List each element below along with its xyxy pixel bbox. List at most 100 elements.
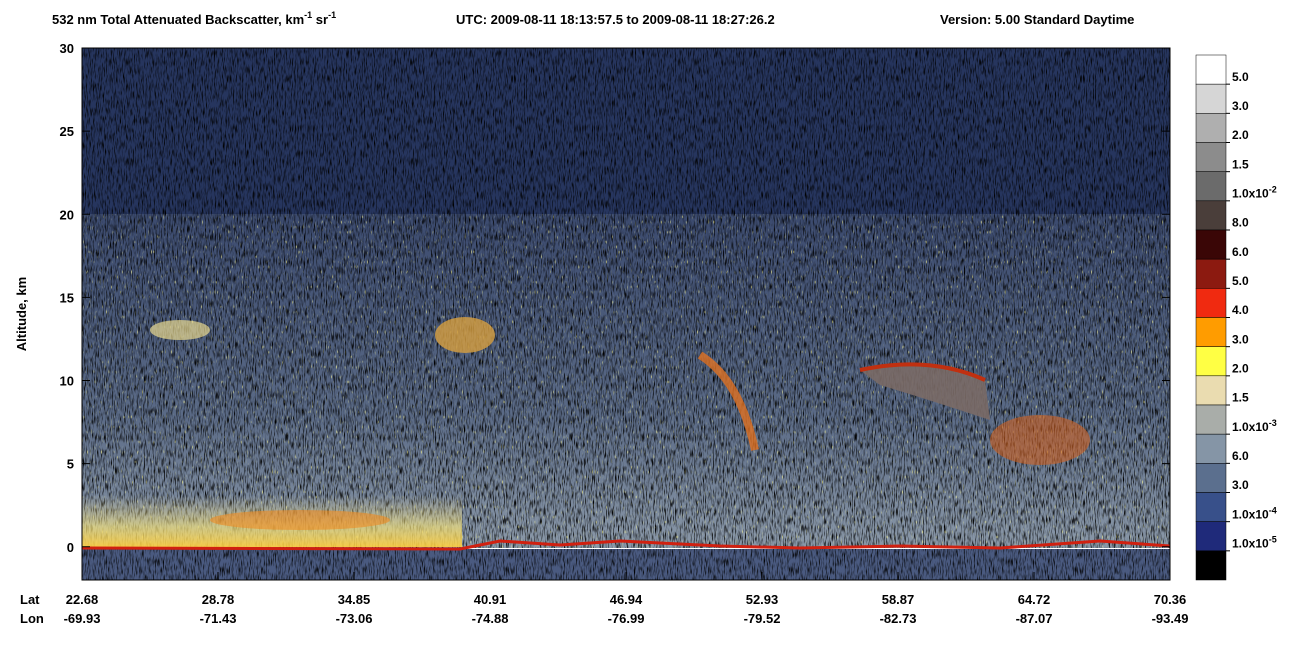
colorbar-label-text: 3.0 (1232, 332, 1249, 346)
lon-label: -93.49 (1152, 611, 1189, 626)
y-tick-label: 20 (60, 207, 74, 222)
cloud (150, 320, 210, 340)
colorbar-label: 1.5 (1232, 391, 1249, 405)
colorbar-swatch (1195, 463, 1227, 493)
colorbar-label-text: 1.0x10 (1232, 420, 1269, 434)
title-text: 532 nm Total Attenuated Backscatter, km (52, 12, 304, 27)
lon-label: -79.52 (744, 611, 781, 626)
colorbar-swatch (1195, 54, 1227, 85)
colorbar-swatch (1195, 142, 1227, 172)
y-tick-label: 5 (67, 457, 74, 472)
colorbar-swatch (1195, 433, 1227, 464)
colorbar-label-text: 2.0 (1232, 362, 1249, 376)
colorbar-swatch (1195, 83, 1227, 114)
speckle (82, 214, 1170, 548)
y-axis-label: Altitude, km (14, 277, 29, 351)
colorbar-label-text: 4.0 (1232, 303, 1249, 317)
colorbar-label-text: 6.0 (1232, 245, 1249, 259)
colorbar-label: 1.5 (1232, 157, 1249, 171)
cloud (859, 362, 986, 382)
colorbar-label: 1.0x10-4 (1232, 505, 1277, 521)
backscatter-field (82, 48, 1170, 580)
colorbar-label: 6.0 (1232, 245, 1249, 259)
lat-label: 34.85 (338, 592, 371, 607)
colorbar-label: 2.0 (1232, 128, 1249, 142)
lon-label: -69.93 (64, 611, 101, 626)
colorbar-label-text: 1.5 (1232, 157, 1249, 171)
lat-label: 28.78 (202, 592, 235, 607)
colorbar-swatch (1195, 113, 1227, 143)
colorbar-label-text: 5.0 (1232, 70, 1249, 84)
colorbar-label-text: 1.0x10 (1232, 507, 1269, 521)
x-row-label: Lon (20, 611, 44, 626)
lat-label: 40.91 (474, 592, 507, 607)
lon-label: -74.88 (472, 611, 509, 626)
colorbar-label: 3.0 (1232, 332, 1249, 346)
time-range: UTC: 2009-08-11 18:13:57.5 to 2009-08-11… (456, 12, 775, 27)
colorbar-label: 3.0 (1232, 478, 1249, 492)
lat-label: 58.87 (882, 592, 915, 607)
colorbar-label: 1.0x10-2 (1232, 185, 1277, 201)
colorbar-label-text: 1.0x10 (1232, 537, 1269, 551)
colorbar-swatch (1195, 550, 1227, 581)
colorbar-swatch (1195, 229, 1227, 260)
colorbar-label-exponent: -5 (1269, 535, 1277, 545)
colorbar-label: 3.0 (1232, 99, 1249, 113)
colorbar-swatch (1195, 375, 1227, 406)
aerosol (210, 510, 390, 530)
lon-label: -76.99 (608, 611, 645, 626)
colorbar-swatch (1195, 171, 1227, 202)
lon-label: -73.06 (336, 611, 373, 626)
chart-title: 532 nm Total Attenuated Backscatter, km-… (52, 10, 336, 27)
title-text: sr (312, 12, 328, 27)
colorbar-label-exponent: -4 (1269, 505, 1277, 515)
lon-label: -71.43 (200, 611, 237, 626)
surface-return (82, 539, 1170, 551)
colorbar-swatch (1195, 521, 1227, 552)
cloud (860, 364, 990, 420)
colorbar-label: 1.0x10-3 (1232, 418, 1277, 434)
y-tick-label: 0 (67, 540, 74, 555)
colorbar-label-text: 1.0x10 (1232, 187, 1269, 201)
y-tick-label: 15 (60, 290, 74, 305)
y-tick-label: 10 (60, 374, 74, 389)
colorbar-label-exponent: -3 (1269, 418, 1277, 428)
colorbar-label-text: 1.5 (1232, 391, 1249, 405)
colorbar-label-text: 3.0 (1232, 478, 1249, 492)
colorbar-label-text: 8.0 (1232, 216, 1249, 230)
lat-label: 64.72 (1018, 592, 1051, 607)
title-superscript: -1 (328, 10, 336, 20)
colorbar-label-text: 3.0 (1232, 99, 1249, 113)
colorbar-label: 6.0 (1232, 449, 1249, 463)
colorbar-label-text: 6.0 (1232, 449, 1249, 463)
colorbar-swatch (1195, 317, 1227, 347)
colorbar-label: 5.0 (1232, 274, 1249, 288)
title-superscript: -1 (304, 10, 312, 20)
version: Version: 5.00 Standard Daytime (940, 12, 1134, 27)
colorbar-swatch (1195, 288, 1227, 318)
colorbar-swatch (1195, 404, 1227, 435)
lon-label: -87.07 (1016, 611, 1053, 626)
y-tick-label: 25 (60, 124, 74, 139)
colorbar-label: 5.0 (1232, 70, 1249, 84)
colorbar-swatch (1195, 258, 1227, 289)
cloud (697, 351, 759, 451)
lat-label: 52.93 (746, 592, 779, 607)
colorbar: 5.03.02.01.51.0x10-28.06.05.04.03.02.01.… (1195, 54, 1277, 581)
colorbar-label-text: 5.0 (1232, 274, 1249, 288)
colorbar-swatch (1195, 492, 1227, 522)
colorbar-swatch (1195, 200, 1227, 231)
colorbar-label-text: 2.0 (1232, 128, 1249, 142)
colorbar-swatch (1195, 346, 1227, 377)
lon-label: -82.73 (880, 611, 917, 626)
colorbar-label: 1.0x10-5 (1232, 535, 1277, 551)
colorbar-label: 8.0 (1232, 216, 1249, 230)
colorbar-label: 4.0 (1232, 303, 1249, 317)
colorbar-label: 2.0 (1232, 362, 1249, 376)
cloud (435, 317, 495, 353)
lat-label: 46.94 (610, 592, 643, 607)
lat-label: 70.36 (1154, 592, 1187, 607)
lat-label: 22.68 (66, 592, 99, 607)
colorbar-label-exponent: -2 (1269, 185, 1277, 195)
